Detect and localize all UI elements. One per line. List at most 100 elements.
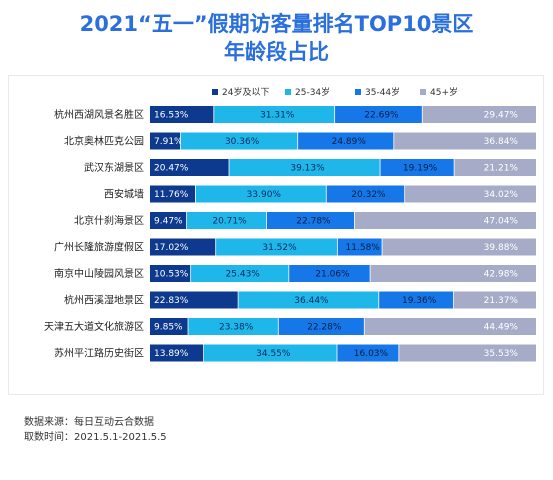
bar-segment <box>229 159 381 176</box>
bar-segment <box>190 265 289 282</box>
data-label: 24.89% <box>332 137 367 147</box>
data-label: 21.21% <box>484 164 519 174</box>
bar-segment <box>150 238 216 256</box>
legend-swatch <box>355 88 361 95</box>
data-label: 9.85% <box>154 323 183 333</box>
data-label: 9.47% <box>154 217 183 227</box>
bar-segment <box>453 291 536 309</box>
data-label: 22.69% <box>364 111 399 121</box>
data-label: 20.47% <box>154 164 189 174</box>
bar-segment <box>150 159 230 176</box>
data-label: 44.49% <box>484 323 519 333</box>
data-label: 47.04% <box>484 217 519 227</box>
category-label: 苏州平江路历史街区 <box>54 347 144 360</box>
category-label: 北京奥林匹克公园 <box>64 135 144 148</box>
chart-panel <box>8 75 544 395</box>
bar-segment <box>454 159 536 176</box>
bar-segment <box>180 132 298 150</box>
data-label: 30.36% <box>225 137 260 147</box>
data-label: 22.28% <box>307 323 342 333</box>
chart-title-line2: 年龄段占比 <box>224 40 329 64</box>
legend-swatch <box>285 88 291 95</box>
data-label: 11.76% <box>154 190 189 200</box>
data-label: 20.32% <box>351 190 386 200</box>
data-label: 36.44% <box>294 296 329 306</box>
bar-segment <box>186 212 267 229</box>
category-label: 武汉东湖景区 <box>84 161 144 174</box>
data-label: 22.78% <box>296 217 331 227</box>
bar-segment <box>354 212 536 229</box>
data-label: 34.02% <box>484 190 519 200</box>
data-label: 39.13% <box>290 164 325 174</box>
legend-item: 35-44岁 <box>355 85 400 98</box>
category-label: 北京什刹海景区 <box>74 214 144 227</box>
data-label: 42.98% <box>484 270 519 280</box>
bar-segment <box>382 238 536 256</box>
category-label: 杭州西溪湿地景区 <box>64 294 144 307</box>
data-label: 25.43% <box>226 270 261 280</box>
category-label: 广州长隆旅游度假区 <box>54 241 144 254</box>
data-label: 21.06% <box>315 270 350 280</box>
bar-segment <box>288 265 371 282</box>
bar-segment <box>326 185 405 203</box>
data-label: 31.31% <box>260 111 295 121</box>
bar-segment <box>203 344 337 362</box>
data-label: 31.52% <box>262 243 297 253</box>
bar-segment <box>422 106 536 123</box>
bar-segment <box>278 318 365 335</box>
chart-legend: 24岁及以下 25-34岁 35-44岁 45+岁 <box>0 85 553 99</box>
data-label: 39.88% <box>484 243 519 253</box>
legend-swatch <box>420 88 426 95</box>
category-label: 西安城墙 <box>104 188 144 201</box>
data-label: 17.02% <box>154 243 189 253</box>
data-label: 13.89% <box>154 349 189 359</box>
data-label: 7.91% <box>154 137 183 147</box>
legend-label: 24岁及以下 <box>222 88 270 98</box>
bar-segment <box>378 291 454 309</box>
legend-label: 35-44岁 <box>365 88 401 98</box>
bar-segment <box>150 132 181 150</box>
bar-segment <box>266 212 355 229</box>
legend-label: 25-34岁 <box>295 88 331 98</box>
category-label: 天津五大道文化旅游区 <box>44 320 144 333</box>
bar-segment <box>364 318 536 335</box>
bar-segment <box>380 159 455 176</box>
data-label: 36.84% <box>484 137 519 147</box>
legend-item: 25-34岁 <box>285 85 330 98</box>
bar-segment <box>215 238 338 256</box>
bar-segment <box>213 106 335 123</box>
legend-label: 45+岁 <box>430 88 458 98</box>
legend-swatch <box>212 88 218 95</box>
bar-segment <box>150 318 189 335</box>
data-label: 16.53% <box>154 111 189 121</box>
bar-segment <box>398 344 536 362</box>
data-label: 10.53% <box>154 270 189 280</box>
bar-segment <box>150 106 214 123</box>
data-label: 19.19% <box>403 164 438 174</box>
data-label: 29.47% <box>484 111 519 121</box>
bar-segment <box>336 344 399 362</box>
data-label: 11.58% <box>346 243 381 253</box>
bar-segment <box>393 132 536 150</box>
bar-segment <box>150 344 204 362</box>
data-label: 35.53% <box>484 349 519 359</box>
bar-segment <box>150 212 187 229</box>
bar-segment <box>404 185 536 203</box>
category-label: 南京中山陵园风景区 <box>54 267 144 280</box>
data-source-note: 数据来源：每日互动云合数据 <box>24 417 154 428</box>
data-label: 34.55% <box>256 349 291 359</box>
data-label: 21.37% <box>484 296 519 306</box>
category-label: 杭州西湖风景名胜区 <box>54 108 144 121</box>
chart-title-line1: 2021“五一”假期访客量排名TOP10景区 <box>79 12 474 36</box>
bar-segment <box>238 291 379 309</box>
data-label: 20.71% <box>212 217 247 227</box>
data-label: 19.36% <box>402 296 437 306</box>
bar-segment <box>370 265 536 282</box>
bar-segment <box>195 185 327 203</box>
legend-item: 24岁及以下 <box>212 85 269 98</box>
bar-segment <box>150 265 191 282</box>
bar-segment <box>188 318 279 335</box>
bar-segment <box>150 185 196 203</box>
